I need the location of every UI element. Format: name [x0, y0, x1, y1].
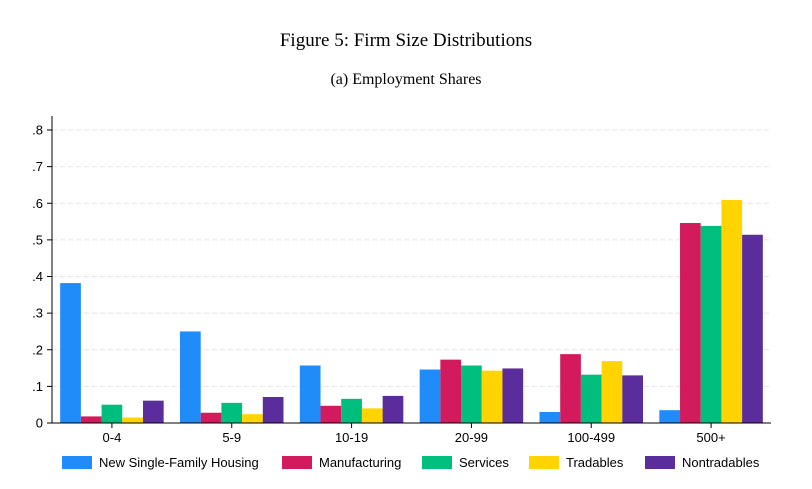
legend-item: New Single-Family Housing	[62, 455, 259, 470]
legend-swatch	[422, 456, 452, 469]
bar	[180, 331, 201, 423]
bar	[60, 283, 81, 423]
figure-title: Figure 5: Firm Size Distributions	[279, 30, 533, 51]
bar	[122, 417, 143, 423]
bar	[419, 369, 441, 423]
y-tick-label: .5	[32, 232, 43, 247]
bar	[580, 374, 602, 423]
y-tick-label: .4	[32, 269, 43, 284]
legend-swatch	[645, 456, 675, 469]
legend-label: Manufacturing	[319, 455, 401, 470]
y-tick-label: .6	[32, 196, 43, 211]
legend-item: Nontradables	[645, 455, 760, 470]
y-tick-label: .7	[32, 159, 43, 174]
bar	[481, 370, 503, 423]
y-tick-label: .1	[32, 379, 43, 394]
bar	[622, 375, 643, 423]
x-tick-label: 0-4	[103, 430, 122, 445]
bars	[60, 199, 763, 423]
bar	[700, 225, 722, 423]
legend-swatch	[62, 456, 92, 469]
bar	[221, 402, 243, 423]
legend-item: Tradables	[529, 455, 624, 470]
grid-lines	[52, 129, 771, 387]
bar	[539, 412, 561, 423]
bar	[341, 398, 362, 423]
x-tick-label: 20-99	[455, 430, 488, 445]
bar	[299, 365, 321, 423]
x-tick-label: 10-19	[335, 430, 368, 445]
y-tick-label: 0	[36, 416, 43, 431]
legend-label: Tradables	[566, 455, 624, 470]
x-tick-label: 100-499	[567, 430, 615, 445]
axes	[51, 116, 771, 424]
legend-label: New Single-Family Housing	[99, 455, 259, 470]
legend: New Single-Family Housing Manufacturing Se…	[62, 455, 760, 470]
legend-item: Services	[422, 455, 509, 470]
legend-swatch	[282, 456, 312, 469]
bar	[721, 199, 743, 423]
bar	[502, 368, 524, 423]
legend-swatch	[529, 456, 559, 469]
bar	[742, 234, 763, 423]
bar	[440, 359, 462, 423]
y-tick-label: .3	[32, 306, 43, 321]
y-tick-label: .2	[32, 342, 43, 357]
bar	[142, 400, 164, 423]
bar	[101, 404, 123, 423]
bar	[382, 395, 404, 423]
y-axis-ticks: 0 .1 .2 .3 .4 .5 .6 .7 .8	[32, 123, 52, 431]
y-tick-label: .8	[32, 123, 43, 138]
legend-item: Manufacturing	[282, 455, 401, 470]
x-axis-ticks: 0-4 5-9 10-19 20-99 100-499 500+	[103, 423, 726, 445]
bar	[262, 396, 284, 423]
bar	[560, 354, 581, 423]
bar	[80, 416, 102, 423]
bar	[601, 361, 623, 423]
bar	[659, 410, 681, 423]
legend-label: Nontradables	[682, 455, 760, 470]
bar	[242, 414, 263, 423]
bar	[361, 408, 383, 423]
bar	[320, 405, 342, 423]
bar	[200, 412, 222, 423]
bar	[461, 365, 482, 423]
bar	[680, 223, 701, 423]
figure-subtitle: (a) Employment Shares	[330, 71, 482, 88]
x-tick-label: 500+	[696, 430, 725, 445]
legend-label: Services	[459, 455, 509, 470]
x-tick-label: 5-9	[222, 430, 241, 445]
